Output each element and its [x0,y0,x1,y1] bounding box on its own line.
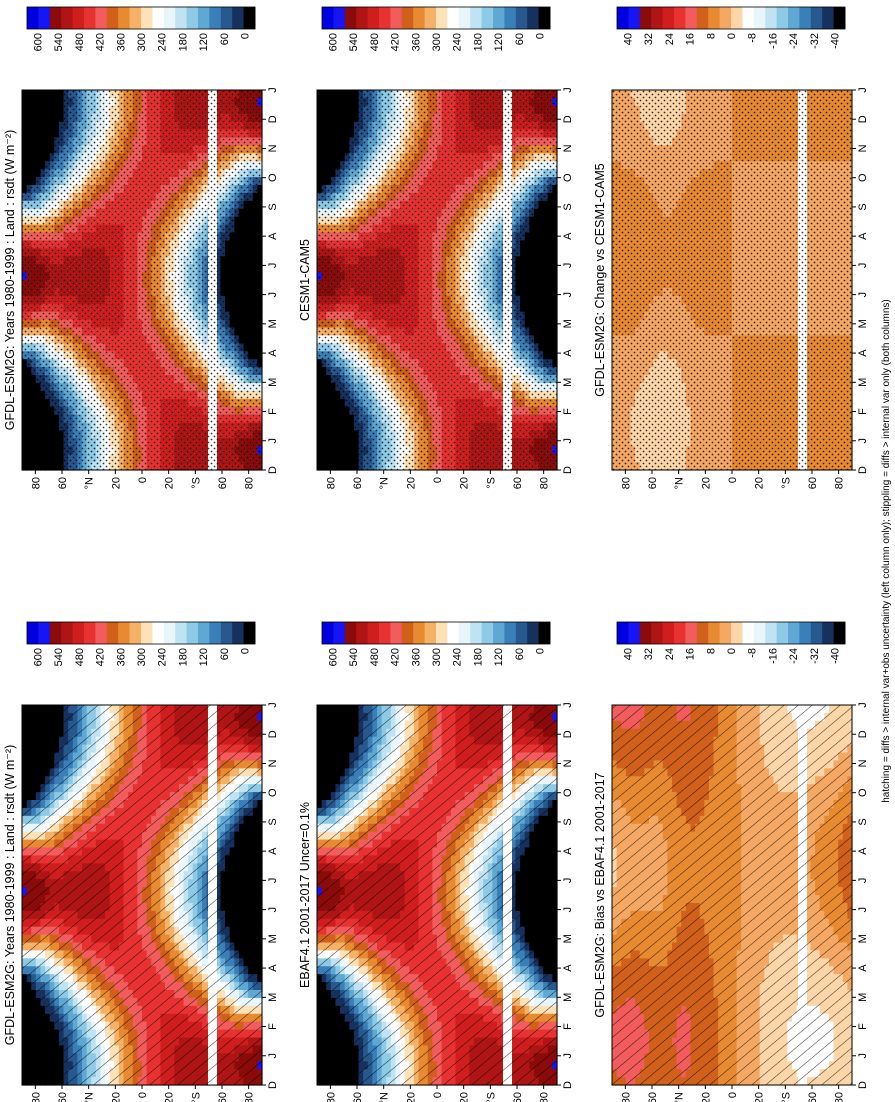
x-tick-label: A [267,964,279,972]
colorbar-label: 180 [177,648,189,666]
x-tick-label: J [267,1053,279,1059]
hatching-overlay [22,705,262,1085]
colorbar-swatch [141,622,153,644]
x-tick-label: A [267,847,279,855]
y-tick-label: 80 [30,1092,42,1102]
x-tick-label: M [267,993,279,1002]
colorbar-label: 420 [95,648,107,666]
colorbar-swatch [49,622,62,644]
x-tick-label: S [267,818,279,825]
y-tick-label: 60 [217,1092,229,1102]
x-tick-label: J [267,907,279,913]
colorbar-swatch [220,622,233,644]
x-ticks: D J F M A M J J A S O N D J [262,702,279,1089]
colorbar-label: 360 [115,648,127,666]
y-tick-label: 20 [164,1092,176,1102]
y-tick-label: °S [190,1092,202,1102]
colorbar-swatch [152,622,165,644]
colorbar-swatch [84,622,96,644]
colorbar-swatch [129,622,142,644]
colorbar-swatch [163,622,176,644]
panel-title: GFDL-ESM2G: Years 1980-1999 : Land : rsd… [3,745,17,1045]
x-tick-label: D [267,1081,279,1089]
x-tick-label: N [267,759,279,767]
colorbar-swatch [95,622,108,644]
colorbar-swatch [243,622,256,644]
colorbar-label: 540 [53,648,65,666]
colorbar-swatch [175,622,188,644]
x-tick-label: J [267,878,279,884]
colorbar-swatch [27,622,39,644]
colorbar-swatch [38,622,51,644]
y-tick-label: 0 [137,1092,149,1098]
y-tick-label: °N [84,1092,96,1102]
colorbar-swatch [186,622,199,644]
y-ticks: 80 60 °N 20 0 20 °S 60 80 [30,1085,256,1102]
colorbar-frame [26,621,256,645]
colorbar-label: 60 [219,648,231,660]
colorbar-swatch [72,622,85,644]
colorbar-label: 240 [157,648,169,666]
x-tick-label: O [267,788,279,797]
y-tick-label: 20 [110,1092,122,1102]
colorbar-label: 480 [74,648,86,666]
colorbar-label: 600 [32,648,44,666]
colorbar-swatch [118,622,131,644]
colorbar-swatch [232,622,245,644]
x-tick-label: D [267,730,279,738]
colorbar-label: 0 [240,648,252,654]
x-tick-label: J [267,702,279,708]
colorbar-swatch [61,622,74,644]
y-tick-label: 60 [57,1092,69,1102]
colorbar-label: 120 [198,648,210,666]
colorbar-swatch [209,622,222,644]
colorbar-swatch [198,622,210,644]
colorbar: 600 540 480 420 360 300 240 180 120 60 0 [26,621,256,666]
y-tick-label: 80 [244,1092,256,1102]
panel-0: D J F M A M J J A S O N D J 80 60 °N 20 0 20 °S 60 80 GFDL-ES… [3,621,279,1102]
x-tick-label: M [267,934,279,943]
colorbar-swatch [106,622,119,644]
colorbar-label: 300 [136,648,148,666]
x-tick-label: F [267,1023,279,1030]
